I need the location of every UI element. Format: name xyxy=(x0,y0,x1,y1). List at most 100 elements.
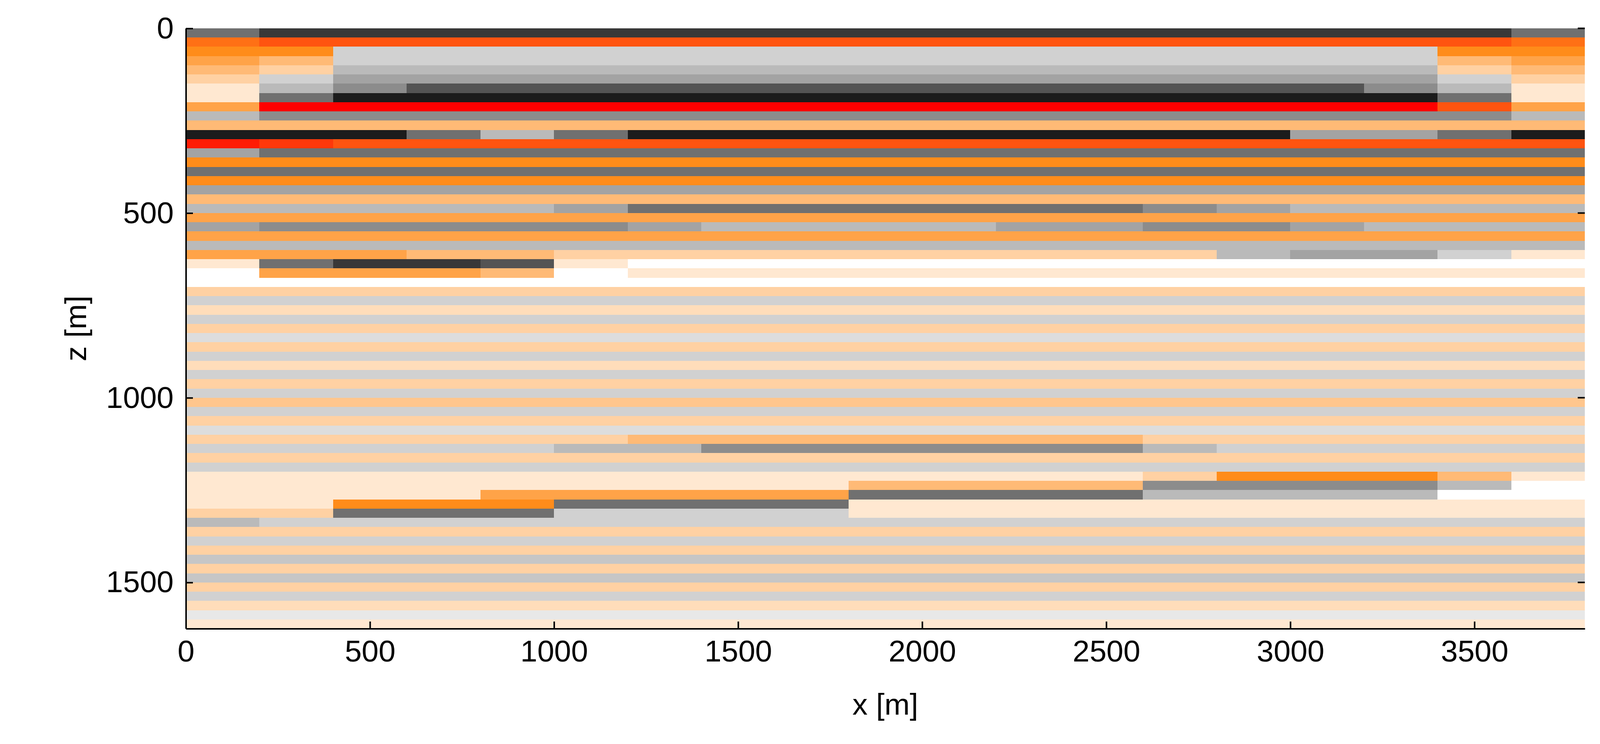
cell xyxy=(1511,407,1585,417)
cell xyxy=(995,619,1070,629)
cell xyxy=(774,148,849,158)
cell xyxy=(259,564,334,574)
cell xyxy=(1437,370,1512,380)
cell xyxy=(1069,148,1144,158)
cell xyxy=(995,46,1070,57)
cell xyxy=(480,324,555,334)
cell xyxy=(333,444,408,454)
cell xyxy=(1142,453,1217,463)
cell xyxy=(995,176,1070,186)
cell xyxy=(1364,388,1438,399)
heatmap-cells xyxy=(185,28,1585,629)
cell xyxy=(333,573,408,584)
cell xyxy=(1216,268,1291,278)
cell xyxy=(1216,28,1291,38)
cell xyxy=(333,388,408,399)
cell xyxy=(185,333,260,343)
cell xyxy=(1364,527,1438,537)
cell xyxy=(1290,527,1365,537)
cell xyxy=(922,481,996,491)
cell xyxy=(480,379,555,389)
cell xyxy=(480,28,555,38)
cell xyxy=(922,213,996,223)
cell xyxy=(1142,545,1217,556)
cell xyxy=(1142,241,1217,251)
cell xyxy=(848,83,923,94)
cell xyxy=(1437,619,1512,629)
cell xyxy=(1069,490,1144,500)
cell xyxy=(1290,296,1365,306)
tick-mark xyxy=(185,212,193,215)
cell xyxy=(1069,167,1144,177)
cell xyxy=(995,83,1070,94)
cell xyxy=(848,444,923,454)
cell xyxy=(627,342,702,352)
cell xyxy=(848,111,923,122)
cell xyxy=(1069,157,1144,168)
cell xyxy=(1511,213,1585,223)
cell xyxy=(1069,46,1144,57)
cell xyxy=(1364,46,1438,57)
cell xyxy=(774,194,849,205)
cell xyxy=(701,388,776,399)
cell xyxy=(701,481,776,491)
cell xyxy=(1216,111,1291,122)
cell xyxy=(1142,305,1217,315)
cell xyxy=(774,582,849,593)
cell xyxy=(259,148,334,158)
cell xyxy=(995,314,1070,325)
cell xyxy=(1069,139,1144,149)
cell xyxy=(1437,93,1512,103)
cell xyxy=(1290,490,1365,500)
cell xyxy=(1290,185,1365,195)
cell xyxy=(774,157,849,168)
cell xyxy=(480,610,555,621)
cell xyxy=(995,259,1070,269)
cell xyxy=(774,241,849,251)
cell xyxy=(1290,93,1365,103)
cell xyxy=(848,397,923,408)
cell xyxy=(185,536,260,547)
cell xyxy=(848,508,923,519)
cell xyxy=(1069,130,1144,140)
cell xyxy=(627,241,702,251)
cell xyxy=(480,601,555,611)
cell xyxy=(1290,416,1365,426)
tick-label: 0 xyxy=(156,11,174,46)
cell xyxy=(553,342,628,352)
cell xyxy=(1069,619,1144,629)
cell xyxy=(1511,250,1585,260)
cell xyxy=(627,213,702,223)
y-axis: 050010001500 xyxy=(106,11,193,630)
cell xyxy=(1142,176,1217,186)
cell xyxy=(922,444,996,454)
cell xyxy=(848,462,923,473)
cell xyxy=(1069,453,1144,463)
cell xyxy=(1290,434,1365,445)
cell xyxy=(185,407,260,417)
tick-mark xyxy=(1289,621,1292,629)
cell xyxy=(553,499,628,510)
cell xyxy=(1216,591,1291,602)
cell xyxy=(1511,93,1585,103)
cell xyxy=(1511,83,1585,94)
cell xyxy=(922,204,996,214)
cell xyxy=(333,46,408,57)
cell xyxy=(774,324,849,334)
cell xyxy=(259,213,334,223)
cell xyxy=(480,268,555,278)
cell xyxy=(848,610,923,621)
cell xyxy=(922,434,996,445)
cell xyxy=(922,379,996,389)
cell xyxy=(701,74,776,85)
cell xyxy=(701,379,776,389)
cell xyxy=(1290,37,1365,48)
cell xyxy=(1069,527,1144,537)
cell xyxy=(333,305,408,315)
tick: 1500 xyxy=(704,621,772,669)
cell xyxy=(848,425,923,436)
cell xyxy=(1069,277,1144,288)
cell xyxy=(406,517,481,528)
cell xyxy=(553,416,628,426)
cell xyxy=(1364,610,1438,621)
